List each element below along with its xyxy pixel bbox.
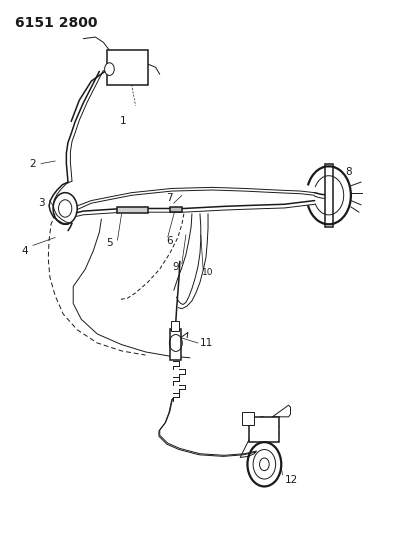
FancyBboxPatch shape [249, 417, 279, 442]
FancyBboxPatch shape [171, 321, 180, 332]
Text: 10: 10 [202, 268, 214, 277]
Circle shape [104, 63, 114, 76]
Text: 11: 11 [200, 338, 213, 348]
FancyBboxPatch shape [242, 411, 254, 425]
Text: 3: 3 [38, 198, 44, 208]
FancyBboxPatch shape [325, 164, 333, 227]
Text: 1: 1 [120, 116, 127, 126]
Text: 7: 7 [166, 193, 173, 203]
FancyBboxPatch shape [170, 329, 182, 360]
FancyBboxPatch shape [118, 207, 148, 213]
Text: 4: 4 [22, 246, 28, 256]
FancyBboxPatch shape [107, 50, 148, 85]
Text: 8: 8 [346, 166, 352, 176]
Text: 6151 2800: 6151 2800 [15, 16, 98, 30]
Text: 2: 2 [30, 159, 36, 168]
Text: 9: 9 [173, 262, 179, 271]
FancyBboxPatch shape [170, 207, 182, 212]
Text: 6: 6 [166, 236, 173, 246]
Text: 12: 12 [284, 475, 298, 485]
Text: 5: 5 [106, 238, 113, 248]
